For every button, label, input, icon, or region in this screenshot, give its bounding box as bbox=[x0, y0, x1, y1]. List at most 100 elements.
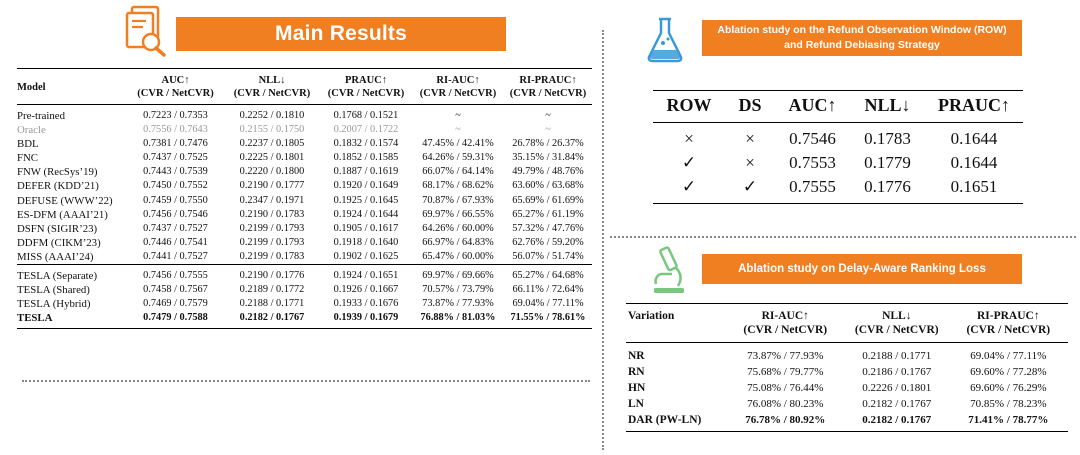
table-row: DEFER (KDD’21) 0.7450 / 0.7552 0.2190 / 0.… bbox=[17, 179, 592, 193]
value-cell: ~ bbox=[455, 110, 461, 121]
value-cell: 26.78% / 26.37% bbox=[512, 138, 584, 150]
value-cell: 0.2188 / 0.1771 bbox=[239, 298, 305, 310]
value-cell: 76.78% / 80.92% bbox=[745, 414, 826, 426]
table-row: HN 75.08% / 76.44% 0.2226 / 0.1801 69.60% /… bbox=[626, 380, 1068, 396]
table-row: TESLA (Hybrid) 0.7469 / 0.7579 0.2188 / 0.… bbox=[17, 297, 592, 311]
value-cell: 0.1832 / 0.1574 bbox=[333, 138, 399, 150]
model-name-cell: TESLA (Hybrid) bbox=[17, 298, 91, 311]
table-row: LN 76.08% / 80.23% 0.2182 / 0.1767 70.85% /… bbox=[626, 396, 1068, 412]
table-row: × × 0.7546 0.1783 0.1644 bbox=[653, 123, 1023, 152]
col-header-variation: Variation bbox=[628, 310, 675, 322]
horizontal-divider-right bbox=[610, 236, 1076, 238]
table-row: RN 75.68% / 79.77% 0.2186 / 0.1767 69.60% /… bbox=[626, 364, 1068, 380]
value-cell: 0.1926 / 0.1667 bbox=[333, 284, 399, 296]
value-cell: 71.41% / 78.77% bbox=[968, 414, 1049, 426]
value-cell: 0.7223 / 0.7353 bbox=[143, 110, 208, 121]
value-cell: 0.2190 / 0.1777 bbox=[239, 180, 305, 192]
value-cell: 63.60% / 63.68% bbox=[512, 180, 584, 192]
model-name-cell: FNW (RecSys’19) bbox=[17, 166, 98, 179]
value-cell: 0.1925 / 0.1645 bbox=[333, 194, 399, 206]
value-cell: 76.88% / 81.03% bbox=[420, 312, 496, 324]
horizontal-divider-left bbox=[22, 380, 590, 382]
table-row: TESLA 0.7479 / 0.7588 0.2182 / 0.1767 0.193… bbox=[17, 311, 592, 329]
value-cell: 73.87% / 77.93% bbox=[747, 350, 824, 362]
col-header-nll: NLL↓ (CVR / NetCVR) bbox=[233, 75, 311, 99]
document-search-icon bbox=[124, 4, 168, 58]
value-cell: 0.2199 / 0.1783 bbox=[239, 250, 305, 262]
value-cell: 35.15% / 31.84% bbox=[512, 152, 584, 164]
model-name-cell: TESLA (Shared) bbox=[17, 284, 90, 297]
value-cell: 0.7446 / 0.7541 bbox=[143, 236, 208, 248]
table-row: DEFUSE (WWW’22) 0.7459 / 0.7550 0.2347 / 0… bbox=[17, 194, 592, 208]
value-cell: 70.87% / 67.93% bbox=[422, 194, 494, 206]
col-header-nll: NLL↓ (CVR / NetCVR) bbox=[854, 310, 939, 336]
value-cell: 0.7479 / 0.7588 bbox=[143, 312, 208, 324]
table-row: BDL 0.7381 / 0.7476 0.2237 / 0.1805 0.1832 … bbox=[17, 137, 592, 151]
value-cell: 0.7469 / 0.7579 bbox=[143, 298, 208, 310]
dar-ablation-title: Ablation study on Delay-Aware Ranking Lo… bbox=[702, 254, 1022, 284]
value-cell: 69.04% / 77.11% bbox=[512, 298, 584, 310]
value-cell: 71.55% / 78.61% bbox=[510, 312, 586, 324]
model-name-cell: TESLA bbox=[17, 312, 53, 325]
table-row: NR 73.87% / 77.93% 0.2188 / 0.1771 69.04% /… bbox=[626, 343, 1068, 365]
flag-cell: ✓ bbox=[681, 177, 697, 196]
col-header-auc: AUC↑ (CVR / NetCVR) bbox=[137, 75, 214, 99]
model-name-cell: DSFN (SIGIR’23) bbox=[17, 222, 98, 235]
table-row: MISS (AAAI’24) 0.7441 / 0.7527 0.2199 / 0.… bbox=[17, 250, 592, 265]
value-cell: 0.7553 bbox=[789, 153, 836, 172]
value-cell: 47.45% / 42.41% bbox=[422, 138, 494, 150]
model-name-cell: Pre-trained bbox=[17, 110, 65, 122]
value-cell: 0.1644 bbox=[950, 153, 998, 172]
value-cell: 70.85% / 78.23% bbox=[970, 398, 1047, 410]
value-cell: 66.11% / 72.64% bbox=[512, 284, 584, 296]
value-cell: 0.1939 / 0.1679 bbox=[333, 312, 399, 324]
col-header-model: Model bbox=[17, 81, 46, 93]
value-cell: 0.2182 / 0.1767 bbox=[862, 414, 932, 426]
value-cell: 0.7556 / 0.7643 bbox=[143, 124, 208, 136]
col-header-ds: DS bbox=[738, 95, 762, 115]
value-cell: ~ bbox=[455, 124, 461, 136]
value-cell: 0.2347 / 0.1971 bbox=[239, 194, 305, 206]
value-cell: ~ bbox=[545, 110, 551, 121]
value-cell: 0.2220 / 0.1800 bbox=[239, 166, 305, 178]
model-name-cell: Oracle bbox=[17, 124, 46, 137]
col-header-prauc: PRAUC↑ (CVR / NetCVR) bbox=[327, 75, 405, 99]
vertical-divider bbox=[602, 30, 604, 450]
value-cell: 65.27% / 64.68% bbox=[512, 270, 584, 282]
value-cell: 0.7546 bbox=[789, 129, 836, 148]
table-row: Pre-trained 0.7223 / 0.7353 0.2252 / 0.181… bbox=[17, 105, 592, 124]
value-cell: 69.60% / 76.29% bbox=[970, 382, 1047, 394]
value-cell: 0.2190 / 0.1783 bbox=[239, 208, 305, 220]
col-header-prauc: PRAUC↑ bbox=[938, 95, 1010, 115]
value-cell: 0.2186 / 0.1767 bbox=[862, 366, 932, 378]
value-cell: 0.2199 / 0.1793 bbox=[239, 236, 305, 248]
value-cell: 0.2190 / 0.1776 bbox=[239, 270, 305, 282]
value-cell: 0.2226 / 0.1801 bbox=[862, 382, 932, 394]
value-cell: 64.26% / 59.31% bbox=[422, 152, 494, 164]
table-header-row: Variation RI-AUC↑ (CVR / NetCVR) NLL↓ (CVR… bbox=[626, 303, 1068, 343]
value-cell: 0.7450 / 0.7552 bbox=[143, 180, 208, 192]
value-cell: 0.2188 / 0.1771 bbox=[862, 350, 932, 362]
value-cell: 0.7437 / 0.7527 bbox=[143, 222, 208, 234]
model-name-cell: FNC bbox=[17, 152, 39, 165]
table-row: TESLA (Separate) 0.7456 / 0.7555 0.2190 / … bbox=[17, 264, 592, 284]
value-cell: 0.1918 / 0.1640 bbox=[333, 236, 399, 248]
variation-cell: LN bbox=[628, 398, 644, 410]
value-cell: 0.1905 / 0.1617 bbox=[333, 222, 399, 234]
value-cell: 49.79% / 48.76% bbox=[512, 166, 584, 178]
value-cell: 0.1902 / 0.1625 bbox=[333, 250, 399, 262]
value-cell: 0.7555 bbox=[789, 177, 836, 196]
value-cell: 0.1644 bbox=[950, 129, 998, 148]
col-header-ri-auc: RI-AUC↑ (CVR / NetCVR) bbox=[743, 310, 828, 336]
col-header-auc: AUC↑ bbox=[788, 95, 837, 115]
model-name-cell: MISS (AAAI’24) bbox=[17, 250, 94, 263]
value-cell: 0.1776 bbox=[864, 177, 911, 196]
table-row: Oracle 0.7556 / 0.7643 0.2155 / 0.1750 0.20… bbox=[17, 123, 592, 137]
flag-cell: ✓ bbox=[742, 177, 758, 196]
value-cell: ~ bbox=[545, 124, 551, 136]
model-name-cell: DEFER (KDD’21) bbox=[17, 180, 99, 193]
flag-cell: × bbox=[745, 129, 755, 148]
value-cell: 0.1887 / 0.1619 bbox=[333, 166, 399, 178]
value-cell: 75.08% / 76.44% bbox=[747, 382, 824, 394]
dar-ablation-table: Variation RI-AUC↑ (CVR / NetCVR) NLL↓ (CVR… bbox=[626, 303, 1068, 432]
